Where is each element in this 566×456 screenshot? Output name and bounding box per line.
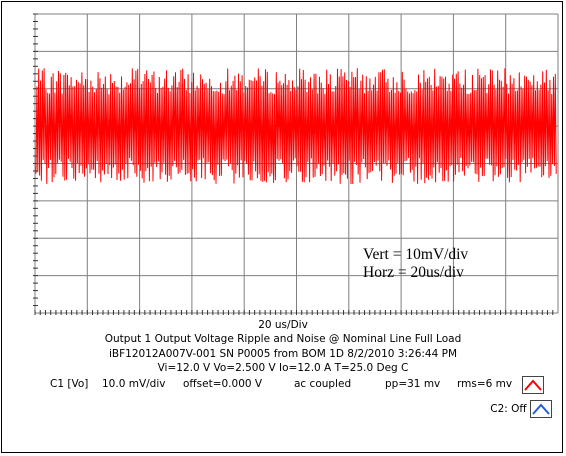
c2-label: C2: Off <box>490 403 527 415</box>
c1-measurement-row: C1 [Vo] 10.0 mV/div offset=0.000 V ac co… <box>2 376 552 394</box>
c2-status-row: C2: Off <box>490 400 552 418</box>
c1-offset: offset=0.000 V <box>183 378 263 390</box>
c1-peak-to-peak: pp=31 mv <box>385 378 441 390</box>
vert-scale-annotation: Vert = 10mV/div <box>363 246 468 263</box>
c1-waveform-icon[interactable] <box>522 376 544 394</box>
x-axis-label: 20 us/Div <box>258 319 308 331</box>
caption-title: Output 1 Output Voltage Ripple and Noise… <box>104 333 462 345</box>
c2-waveform-icon[interactable] <box>530 400 552 418</box>
caption-device-info: iBF12012A007V-001 SN P0005 from BOM 1D 8… <box>108 348 458 360</box>
c1-rms: rms=6 mv <box>457 378 513 390</box>
c1-name: C1 [Vo] <box>50 378 89 390</box>
horz-scale-annotation: Horz = 20us/div <box>363 264 464 281</box>
c1-coupling: ac coupled <box>294 378 352 390</box>
c1-waveform <box>35 68 557 185</box>
oscilloscope-plot: Vert = 10mV/div Horz = 20us/div <box>33 13 559 315</box>
caption-conditions: Vi=12.0 V Vo=2.500 V Io=12.0 A T=25.0 De… <box>157 362 409 374</box>
c1-scale: 10.0 mV/div <box>102 378 166 390</box>
plot-grid <box>34 13 559 314</box>
